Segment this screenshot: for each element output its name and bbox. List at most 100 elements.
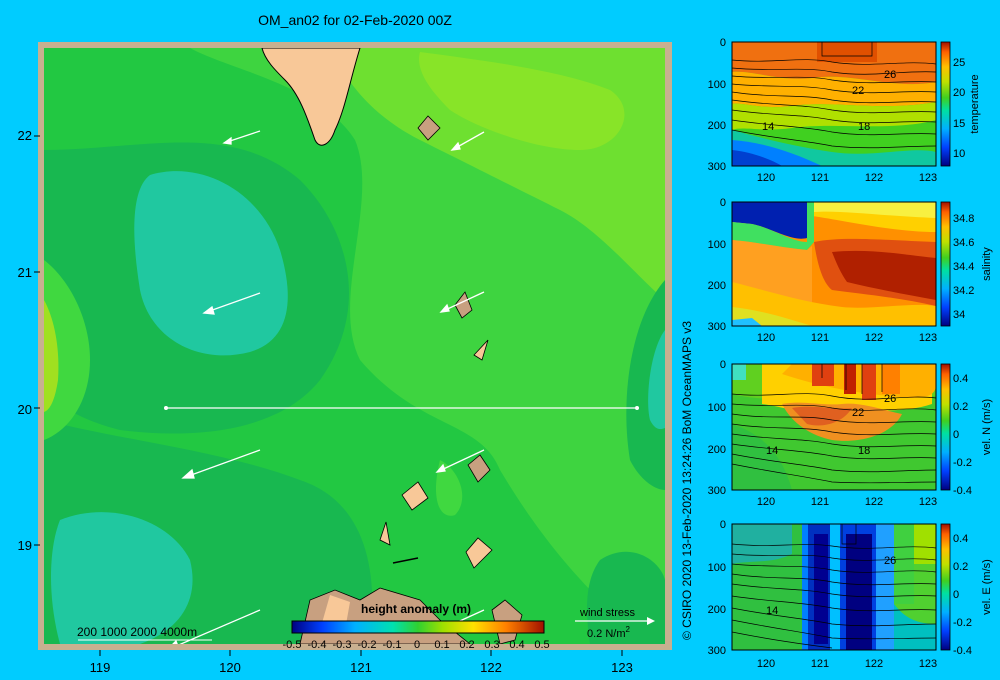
contour-label: 14 bbox=[766, 445, 778, 457]
colorbar-tick: 0 bbox=[953, 589, 959, 601]
map-panel: 200 1000 2000 4000m wind stress 0.2 N/m2… bbox=[18, 42, 672, 675]
lon-tick: 119 bbox=[90, 660, 111, 675]
colorbar-tick: 0.5 bbox=[534, 639, 549, 651]
depth-tick: 300 bbox=[708, 321, 726, 333]
colorbar-tick: 34.2 bbox=[953, 285, 974, 297]
section-panel-vel-n: 26 22 18 14 0 100 200 300 120 121 122 12… bbox=[708, 359, 993, 508]
colorbar-tick: 0.2 bbox=[953, 401, 968, 413]
panel-label: temperature bbox=[969, 74, 981, 133]
credit-text: © CSIRO 2020 13-Feb-2020 13:24:26 BoM Oc… bbox=[680, 320, 694, 640]
lon-tick: 122 bbox=[480, 660, 502, 675]
lon-tick: 123 bbox=[919, 496, 937, 508]
colorbar-tick: -0.4 bbox=[308, 639, 327, 651]
map-lat-ticks: 22 21 20 19 bbox=[18, 128, 32, 553]
colorbar-tick: 34.8 bbox=[953, 213, 974, 225]
colorbar-tick: -0.3 bbox=[333, 639, 352, 651]
depth-tick: 200 bbox=[708, 120, 726, 132]
contour-label: 26 bbox=[884, 555, 896, 567]
map-field bbox=[44, 48, 665, 644]
lon-tick: 123 bbox=[919, 332, 937, 344]
lon-tick: 123 bbox=[919, 172, 937, 184]
depth-tick: 100 bbox=[708, 562, 726, 574]
lat-tick: 20 bbox=[18, 402, 32, 417]
depth-tick: 300 bbox=[708, 485, 726, 497]
section-panel-salinity: 0 100 200 300 120 121 122 123 34.8 34.6 … bbox=[708, 197, 993, 344]
colorbar-tick: 15 bbox=[953, 118, 965, 130]
lat-tick: 19 bbox=[18, 538, 32, 553]
contour-label: 22 bbox=[852, 407, 864, 419]
depth-tick: 100 bbox=[708, 79, 726, 91]
depth-tick: 100 bbox=[708, 402, 726, 414]
lon-tick: 120 bbox=[757, 496, 775, 508]
depth-tick: 200 bbox=[708, 280, 726, 292]
depth-scale-label: 200 1000 2000 4000m bbox=[77, 625, 197, 639]
colorbar-tick: -0.2 bbox=[358, 639, 377, 651]
depth-tick: 0 bbox=[720, 37, 726, 49]
lon-tick: 120 bbox=[757, 332, 775, 344]
depth-tick: 300 bbox=[708, 161, 726, 173]
colorbar-tick: 34 bbox=[953, 309, 965, 321]
section-panel-vel-e: 26 14 0 100 200 300 120 121 122 123 0.4 … bbox=[708, 519, 993, 670]
colorbar-tick: 20 bbox=[953, 87, 965, 99]
lon-tick: 122 bbox=[865, 332, 883, 344]
colorbar-tick: 0.2 bbox=[459, 639, 474, 651]
colorbar-tick: 0.4 bbox=[953, 533, 968, 545]
lon-tick: 121 bbox=[350, 660, 372, 675]
colorbar-tick: 25 bbox=[953, 57, 965, 69]
colorbar-tick: -0.1 bbox=[383, 639, 402, 651]
colorbar-tick: 0 bbox=[953, 429, 959, 441]
lon-tick: 121 bbox=[811, 172, 829, 184]
lon-tick: 121 bbox=[811, 332, 829, 344]
depth-tick: 100 bbox=[708, 239, 726, 251]
colorbar-tick: -0.2 bbox=[953, 457, 972, 469]
depth-tick: 200 bbox=[708, 604, 726, 616]
depth-tick: 0 bbox=[720, 197, 726, 209]
wind-label: wind stress bbox=[579, 607, 636, 619]
colorbar-tick: 0.2 bbox=[953, 561, 968, 573]
lat-tick: 22 bbox=[18, 128, 32, 143]
colorbar-tick: 0.1 bbox=[434, 639, 449, 651]
lon-tick: 123 bbox=[611, 660, 633, 675]
contour-label: 26 bbox=[884, 393, 896, 405]
colorbar-tick: 34.6 bbox=[953, 237, 974, 249]
colorbar-tick: 34.4 bbox=[953, 261, 974, 273]
colorbar-tick: 0.3 bbox=[484, 639, 499, 651]
lon-tick: 122 bbox=[865, 172, 883, 184]
section-panel-temperature: 26 22 18 14 0 100 200 300 120 121 122 12… bbox=[708, 37, 981, 184]
panel-label: vel. E (m/s) bbox=[981, 559, 993, 615]
colorbar-tick: -0.2 bbox=[953, 617, 972, 629]
colorbar-tick: 0.4 bbox=[509, 639, 524, 651]
contour-label: 26 bbox=[884, 69, 896, 81]
chart-title: OM_an02 for 02-Feb-2020 00Z bbox=[258, 12, 452, 28]
contour-label: 18 bbox=[858, 445, 870, 457]
contour-label: 14 bbox=[766, 605, 778, 617]
lon-tick: 121 bbox=[811, 658, 829, 670]
contour-label: 22 bbox=[852, 85, 864, 97]
contour-label: 14 bbox=[762, 121, 774, 133]
depth-tick: 0 bbox=[720, 359, 726, 371]
lat-tick: 21 bbox=[18, 265, 32, 280]
lon-tick: 122 bbox=[865, 496, 883, 508]
depth-tick: 200 bbox=[708, 444, 726, 456]
lon-tick: 121 bbox=[811, 496, 829, 508]
lon-tick: 122 bbox=[865, 658, 883, 670]
panel-label: salinity bbox=[981, 247, 993, 281]
colorbar-tick: 0 bbox=[414, 639, 420, 651]
lon-tick: 120 bbox=[757, 172, 775, 184]
map-lon-ticks: 119 120 121 122 123 bbox=[90, 660, 633, 675]
colorbar-tick: 0.4 bbox=[953, 373, 968, 385]
lon-tick: 120 bbox=[219, 660, 241, 675]
colorbar-tick: -0.4 bbox=[953, 645, 972, 657]
contour-label: 18 bbox=[858, 121, 870, 133]
colorbar-tick: 10 bbox=[953, 148, 965, 160]
colorbar-title: height anomaly (m) bbox=[361, 602, 471, 616]
colorbar-tick: -0.5 bbox=[283, 639, 302, 651]
depth-tick: 0 bbox=[720, 519, 726, 531]
wind-vectors bbox=[172, 130, 485, 644]
height-colorbar: height anomaly (m) -0.5 -0.4 -0.3 -0.2 -… bbox=[283, 602, 550, 651]
lon-tick: 120 bbox=[757, 658, 775, 670]
lon-tick: 123 bbox=[919, 658, 937, 670]
colorbar-tick: -0.4 bbox=[953, 485, 972, 497]
wind-scale-label: 0.2 N/m2 bbox=[587, 625, 631, 640]
